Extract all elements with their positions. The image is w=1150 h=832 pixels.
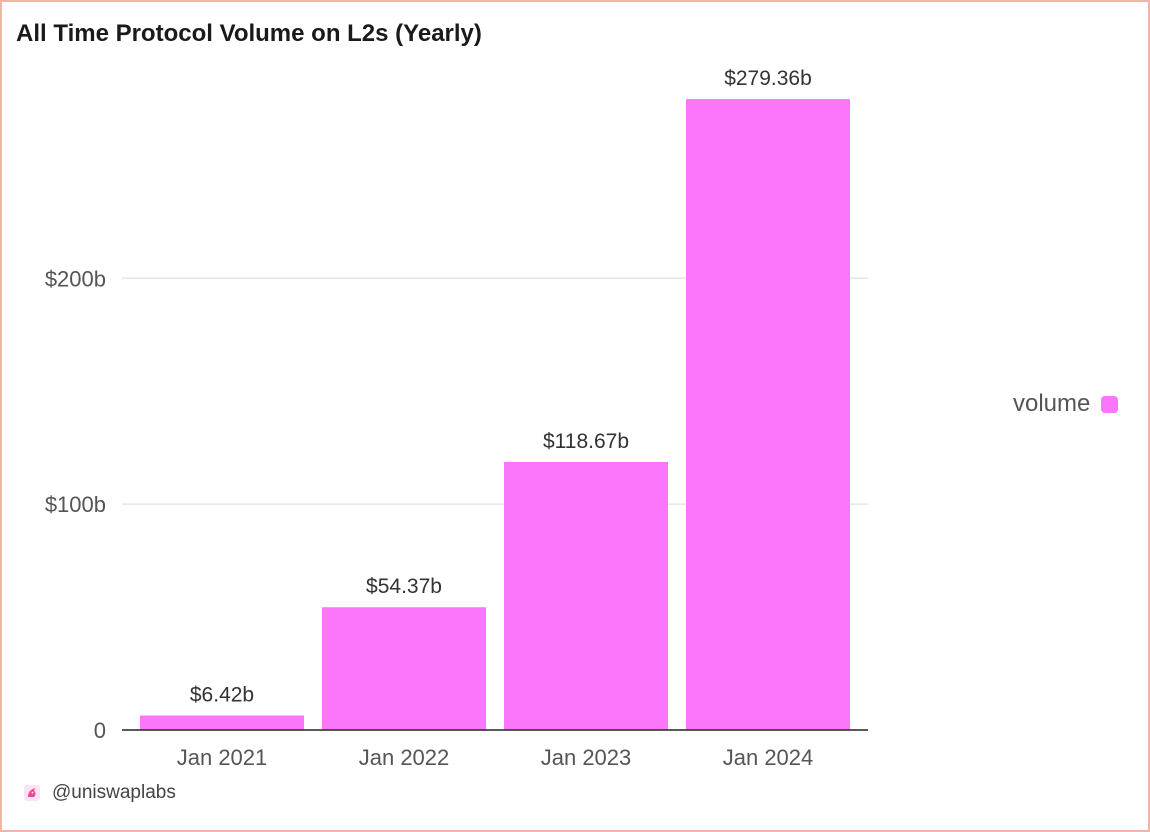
data-label: $6.42b: [190, 684, 254, 707]
bar: [140, 715, 304, 730]
bar: [322, 607, 486, 730]
data-label: $118.67b: [543, 430, 629, 453]
y-tick-label: $200b: [45, 266, 106, 291]
legend-label: volume: [1013, 390, 1091, 417]
x-tick-label: Jan 2024: [723, 745, 814, 770]
footer: @uniswaplabs: [24, 782, 176, 804]
labels: 0 $100b $200b $6.42b Jan 2021 $54.37b Jan 2022…: [45, 67, 813, 770]
y-tick-label: 0: [94, 718, 106, 743]
data-label: $279.36b: [724, 67, 812, 90]
bar: [504, 461, 668, 730]
y-tick-label: $100b: [45, 492, 106, 517]
bars: [140, 99, 850, 731]
legend: volume: [1013, 390, 1119, 418]
x-tick-label: Jan 2022: [359, 745, 450, 770]
data-label: $54.37b: [366, 575, 442, 598]
legend-swatch: [1101, 395, 1119, 413]
footer-handle: @uniswaplabs: [52, 782, 176, 803]
x-tick-label: Jan 2023: [541, 745, 632, 770]
unicorn-icon: [24, 785, 40, 801]
bar: [686, 99, 850, 731]
chart-title: All Time Protocol Volume on L2s (Yearly): [16, 20, 482, 47]
x-tick-label: Jan 2021: [177, 745, 268, 770]
